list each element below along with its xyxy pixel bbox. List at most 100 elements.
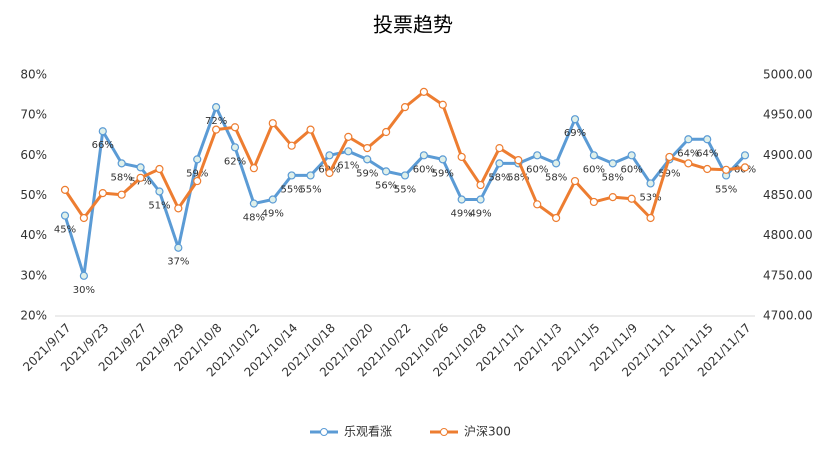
data-label: 55% bbox=[715, 184, 737, 195]
point-marker bbox=[174, 204, 183, 213]
point-marker bbox=[287, 171, 296, 180]
point-marker bbox=[438, 100, 447, 109]
y-tick-label: 20% bbox=[20, 309, 47, 323]
legend-marker bbox=[320, 428, 328, 436]
point-marker bbox=[249, 164, 258, 173]
point-marker bbox=[117, 159, 126, 168]
point-marker bbox=[98, 188, 107, 198]
data-label: 72% bbox=[205, 116, 227, 127]
data-label: 59% bbox=[658, 168, 680, 179]
point-marker bbox=[552, 159, 561, 168]
point-marker bbox=[665, 152, 674, 162]
chart-title: 投票趋势 bbox=[373, 13, 453, 37]
point-marker bbox=[98, 127, 107, 136]
data-label: 60% bbox=[621, 164, 643, 175]
data-label: 37% bbox=[167, 257, 189, 268]
point-marker bbox=[570, 176, 580, 186]
data-label: 58% bbox=[545, 172, 567, 183]
point-marker bbox=[193, 176, 202, 186]
data-label: 60% bbox=[526, 164, 548, 175]
point-marker bbox=[552, 213, 561, 223]
legend-label: 沪深300 bbox=[464, 425, 511, 439]
y2-tick-label: 4950.00 bbox=[763, 108, 813, 122]
point-marker bbox=[325, 168, 334, 178]
point-marker bbox=[703, 135, 712, 144]
data-label: 64% bbox=[696, 148, 718, 159]
y-tick-label: 40% bbox=[20, 228, 47, 242]
point-marker bbox=[344, 147, 353, 156]
point-marker bbox=[155, 187, 164, 196]
point-marker bbox=[117, 190, 126, 199]
data-label: 62% bbox=[224, 156, 246, 167]
data-label: 55% bbox=[299, 184, 321, 195]
point-marker bbox=[363, 155, 372, 164]
point-marker bbox=[533, 200, 542, 209]
data-label: 30% bbox=[73, 285, 95, 296]
data-label: 56% bbox=[375, 180, 397, 191]
point-marker bbox=[570, 115, 580, 124]
y-tick-label: 50% bbox=[20, 188, 47, 202]
point-marker bbox=[212, 125, 221, 134]
y2-tick-label: 4750.00 bbox=[763, 268, 813, 282]
point-marker bbox=[287, 141, 296, 150]
data-label: 58% bbox=[488, 172, 510, 183]
data-label: 49% bbox=[262, 209, 284, 220]
data-label: 59% bbox=[186, 168, 208, 179]
point-marker bbox=[325, 151, 334, 160]
point-marker bbox=[740, 163, 750, 172]
data-label: 69% bbox=[564, 128, 586, 139]
point-marker bbox=[419, 87, 428, 96]
point-marker bbox=[703, 164, 712, 174]
point-marker bbox=[646, 213, 655, 223]
y2-tick-label: 4800.00 bbox=[763, 228, 813, 242]
point-marker bbox=[684, 159, 693, 168]
point-marker bbox=[155, 164, 164, 174]
point-marker bbox=[60, 185, 70, 194]
point-marker bbox=[79, 213, 88, 223]
point-marker bbox=[306, 125, 315, 134]
point-marker bbox=[589, 197, 598, 207]
data-label: 58% bbox=[507, 172, 529, 183]
point-marker bbox=[495, 159, 504, 168]
point-marker bbox=[457, 195, 466, 204]
point-marker bbox=[476, 180, 485, 190]
y-tick-label: 80% bbox=[20, 68, 47, 82]
data-label: 55% bbox=[394, 184, 416, 195]
legend-marker bbox=[440, 428, 448, 436]
data-label: 49% bbox=[451, 209, 473, 220]
data-label: 59% bbox=[432, 168, 454, 179]
data-label: 61% bbox=[337, 160, 359, 171]
point-marker bbox=[533, 151, 542, 160]
legend-label: 乐观看涨 bbox=[344, 424, 392, 439]
point-marker bbox=[174, 243, 183, 252]
point-marker bbox=[476, 195, 485, 204]
point-marker bbox=[589, 151, 598, 160]
data-label: 60% bbox=[583, 164, 605, 175]
point-marker bbox=[306, 171, 315, 180]
point-marker bbox=[382, 127, 391, 137]
y-tick-label: 70% bbox=[20, 108, 47, 122]
y-tick-label: 60% bbox=[20, 148, 47, 162]
point-marker bbox=[136, 163, 145, 172]
point-marker bbox=[646, 179, 655, 188]
point-marker bbox=[212, 103, 221, 112]
point-marker bbox=[608, 193, 617, 202]
point-marker bbox=[457, 152, 466, 162]
data-label: 51% bbox=[148, 200, 170, 211]
point-marker bbox=[438, 155, 447, 164]
point-marker bbox=[684, 135, 693, 144]
point-marker bbox=[268, 195, 277, 204]
point-marker bbox=[627, 194, 636, 203]
point-marker bbox=[627, 151, 636, 160]
point-marker bbox=[193, 155, 202, 164]
data-label: 58% bbox=[602, 172, 624, 183]
data-label: 45% bbox=[54, 225, 76, 236]
point-marker bbox=[363, 144, 372, 153]
point-marker bbox=[495, 144, 504, 153]
point-marker bbox=[136, 173, 145, 182]
point-marker bbox=[249, 199, 258, 208]
point-marker bbox=[382, 167, 391, 176]
data-label: 55% bbox=[281, 184, 303, 195]
